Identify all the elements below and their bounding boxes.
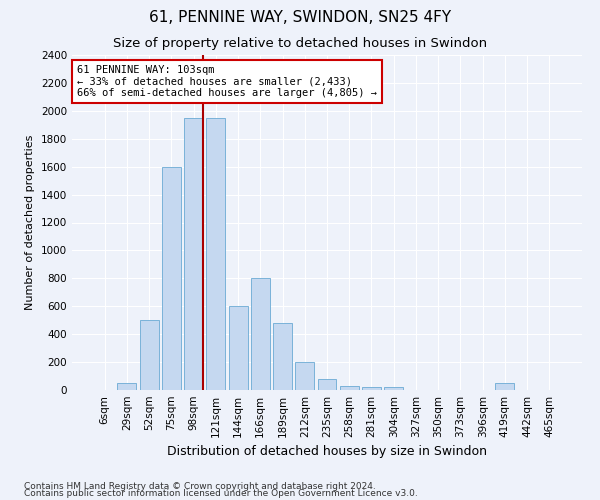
Bar — [384, 387, 403, 390]
Text: Size of property relative to detached houses in Swindon: Size of property relative to detached ho… — [113, 38, 487, 51]
Bar — [295, 362, 314, 390]
Bar — [118, 383, 136, 390]
X-axis label: Distribution of detached houses by size in Swindon: Distribution of detached houses by size … — [167, 446, 487, 458]
Bar — [251, 278, 270, 390]
Bar — [229, 306, 248, 390]
Bar — [496, 383, 514, 390]
Bar — [140, 320, 158, 390]
Bar — [273, 323, 292, 390]
Text: Contains public sector information licensed under the Open Government Licence v3: Contains public sector information licen… — [24, 490, 418, 498]
Bar — [162, 166, 181, 390]
Text: 61, PENNINE WAY, SWINDON, SN25 4FY: 61, PENNINE WAY, SWINDON, SN25 4FY — [149, 10, 451, 25]
Y-axis label: Number of detached properties: Number of detached properties — [25, 135, 35, 310]
Bar — [362, 387, 381, 390]
Bar — [206, 118, 225, 390]
Text: 61 PENNINE WAY: 103sqm
← 33% of detached houses are smaller (2,433)
66% of semi-: 61 PENNINE WAY: 103sqm ← 33% of detached… — [77, 65, 377, 98]
Bar — [317, 379, 337, 390]
Text: Contains HM Land Registry data © Crown copyright and database right 2024.: Contains HM Land Registry data © Crown c… — [24, 482, 376, 491]
Bar — [340, 386, 359, 390]
Bar — [184, 118, 203, 390]
